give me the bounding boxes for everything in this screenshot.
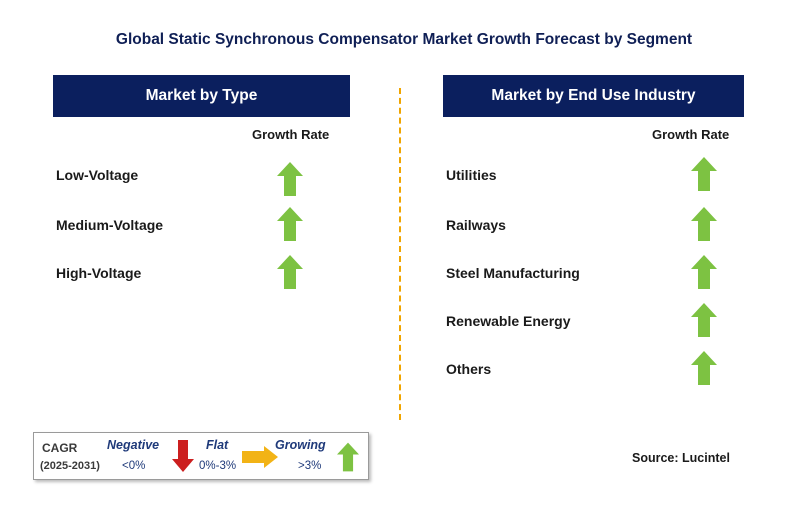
legend-growing-value: >3% [298,460,322,472]
page-title: Global Static Synchronous Compensator Ma… [115,31,693,48]
up-arrow-icon [277,207,303,241]
type-growth-rate-header: Growth Rate [252,127,330,142]
legend-negative-value: <0% [122,460,146,472]
right-arrow-icon [242,446,278,468]
down-arrow-icon [172,440,194,472]
up-arrow-icon [337,442,359,472]
type-row-label-low-voltage: Low-Voltage [56,167,139,183]
legend-period: (2025-2031) [40,460,100,472]
end-use-panel-header: Market by End Use Industry [443,75,744,117]
up-arrow-icon [691,207,717,241]
up-arrow-icon [277,255,303,289]
end-use-row-label-utilities: Utilities [446,167,497,183]
cagr-legend: CAGR (2025-2031) Negative <0% Flat 0%-3%… [33,432,369,480]
end-use-row-label-railways: Railways [446,217,506,233]
up-arrow-icon [691,255,717,289]
type-row-label-medium-voltage: Medium-Voltage [56,217,164,233]
end-use-row-label-others: Others [446,361,492,377]
legend-cagr-label: CAGR [42,441,78,455]
legend-flat-label: Flat [206,438,229,452]
up-arrow-icon [691,157,717,191]
source-label: Source: Lucintel [632,451,730,465]
end-use-row-label-renewable-energy: Renewable Energy [446,313,571,329]
end-use-row-label-steel-manufacturing: Steel Manufacturing [446,265,580,281]
legend-flat-value: 0%-3% [199,460,237,472]
up-arrow-icon [691,351,717,385]
legend-growing-label: Growing [275,438,326,452]
up-arrow-icon [277,162,303,196]
end-use-growth-rate-header: Growth Rate [652,127,730,142]
type-panel-header: Market by Type [53,75,350,117]
type-row-label-high-voltage: High-Voltage [56,265,142,281]
legend-negative-label: Negative [107,438,160,452]
panel-divider [399,88,401,420]
up-arrow-icon [691,303,717,337]
